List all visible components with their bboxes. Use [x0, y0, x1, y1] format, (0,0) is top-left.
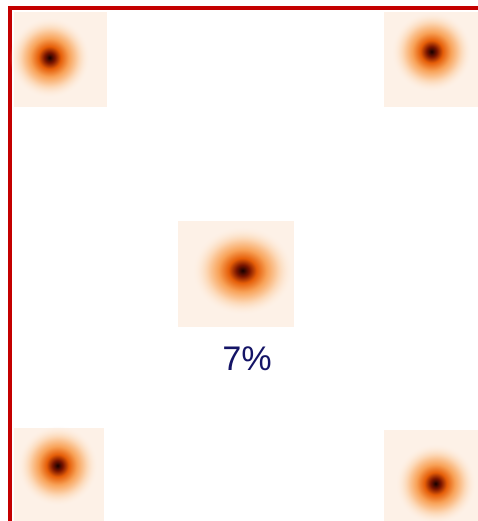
border-top	[8, 6, 478, 10]
spot-bottom-right	[384, 430, 478, 521]
spot-bottom-left	[14, 426, 104, 521]
screenshot: 7%	[0, 0, 478, 521]
spot	[10, 18, 90, 98]
percent-label: 7%	[222, 340, 271, 378]
spot-top-right	[384, 12, 478, 107]
spot-center	[178, 221, 294, 327]
spot	[193, 227, 293, 315]
spot	[396, 444, 476, 521]
spot	[18, 426, 98, 506]
spot	[392, 12, 472, 92]
spot-top-left	[10, 12, 107, 107]
border-left	[8, 6, 12, 521]
